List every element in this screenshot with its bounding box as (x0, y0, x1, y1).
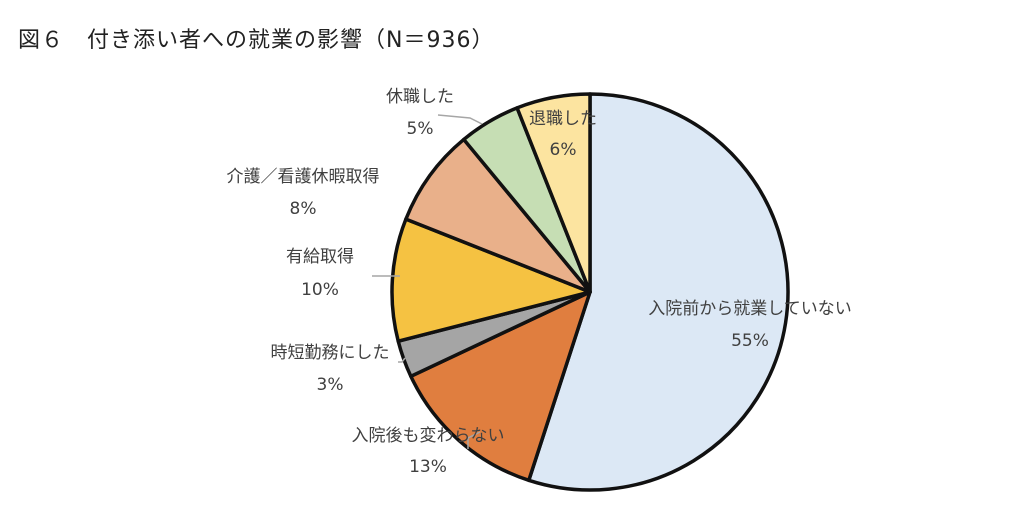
slice-value-5: 5% (407, 119, 434, 139)
slice-label-0: 入院前から就業していない (648, 299, 852, 319)
slice-value-4: 8% (290, 199, 317, 219)
slice-value-0: 55% (731, 331, 769, 351)
slice-labels: 入院前から就業していない 55% 入院後も変わらない 13% 時短勤務にした 3% 有給取得… (227, 87, 852, 477)
slice-label-1: 入院後も変わらない (352, 426, 505, 446)
slice-value-2: 3% (317, 375, 344, 395)
leader-line-2 (398, 357, 406, 363)
chart-title: 図６ 付き添い者への就業の影響（N＝936） (18, 28, 495, 53)
leader-lines (372, 114, 483, 449)
pie-slice-4 (404, 137, 592, 294)
pie-slices (390, 92, 790, 492)
slice-label-6: 退職した (529, 109, 597, 129)
slice-label-2: 時短勤務にした (271, 343, 390, 363)
pie-slice-6 (515, 92, 592, 294)
pie-slice-1 (409, 290, 592, 483)
slice-value-1: 13% (409, 457, 447, 477)
slice-value-3: 10% (301, 280, 339, 300)
slice-label-3: 有給取得 (286, 247, 354, 267)
leader-line-5 (437, 114, 483, 125)
pie-slice-0 (527, 92, 790, 492)
pie-slice-3 (390, 217, 592, 343)
leader-line-1 (467, 431, 481, 449)
slice-label-4: 介護／看護休暇取得 (227, 167, 380, 187)
slice-label-5: 休職した (386, 87, 454, 107)
slice-value-6: 6% (550, 140, 577, 160)
